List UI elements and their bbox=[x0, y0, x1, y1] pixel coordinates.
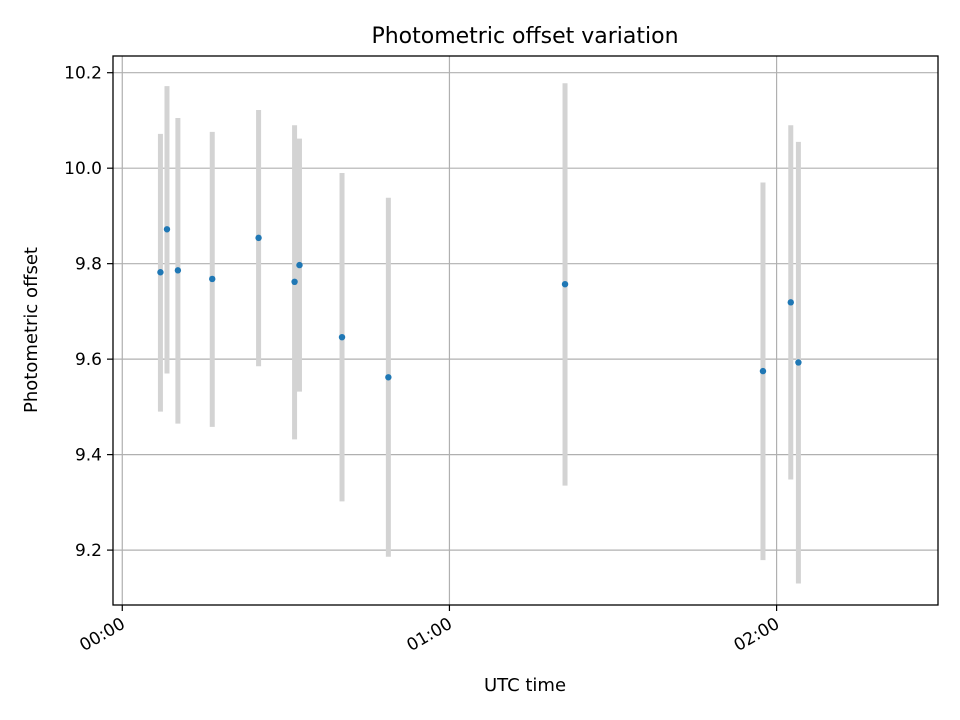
data-point bbox=[296, 261, 303, 269]
data-point bbox=[385, 374, 392, 381]
data-point bbox=[291, 278, 298, 286]
y-axis-ticks: 9.2 9.4 9.6 9.8 10.0 10.2 bbox=[64, 64, 113, 561]
y-tick-label: 9.2 bbox=[75, 541, 102, 561]
y-tick-label: 9.6 bbox=[75, 350, 102, 370]
data-point bbox=[759, 367, 767, 375]
x-gridlines bbox=[121, 56, 778, 605]
data-point bbox=[157, 269, 164, 276]
data-point bbox=[209, 275, 216, 283]
y-tick-label: 9.8 bbox=[75, 255, 102, 275]
data-point bbox=[787, 299, 794, 306]
y-tick-label: 9.4 bbox=[75, 446, 102, 466]
data-point bbox=[561, 280, 569, 288]
data-point bbox=[163, 226, 171, 233]
data-point bbox=[174, 267, 182, 274]
y-axis-label: Photometric offset bbox=[21, 247, 42, 413]
x-axis-label: UTC time bbox=[484, 675, 566, 696]
y-gridlines bbox=[113, 72, 938, 551]
y-tick-label: 10.0 bbox=[64, 159, 102, 179]
data-points bbox=[157, 226, 802, 381]
chart-title: Photometric offset variation bbox=[371, 24, 678, 49]
data-point bbox=[795, 359, 802, 366]
data-point bbox=[255, 234, 262, 242]
plot-frame bbox=[112, 55, 939, 606]
y-tick-label: 10.2 bbox=[64, 64, 102, 84]
data-point bbox=[338, 333, 346, 341]
